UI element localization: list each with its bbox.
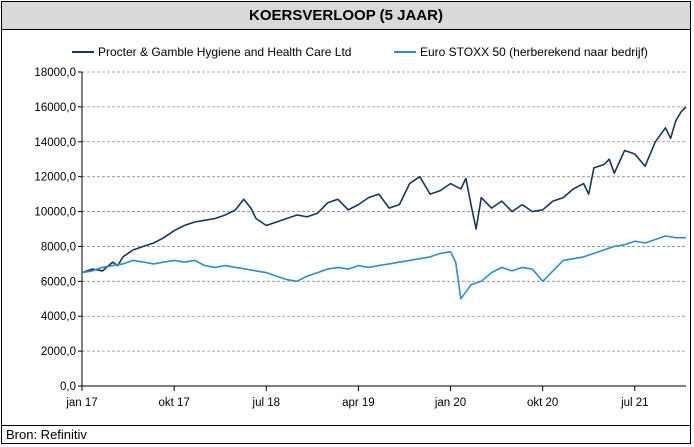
legend: Procter & Gamble Hygiene and Health Care… — [72, 45, 648, 59]
legend-label-2: Euro STOXX 50 (herberekend naar bedrijf) — [420, 45, 648, 59]
y-tick-label: 8000,0 — [41, 241, 76, 253]
y-tick-label: 10000,0 — [34, 207, 76, 219]
series-line-2 — [81, 235, 686, 300]
series-line-1 — [81, 106, 687, 274]
x-tick-label: apr 19 — [342, 397, 375, 409]
x-tick-label: jul 21 — [620, 397, 649, 409]
y-tick-label: 0,0 — [60, 381, 76, 393]
series-lines — [81, 106, 687, 300]
x-tick-label: okt 17 — [158, 397, 189, 409]
x-axis-ticks: jan 17 okt 17 jul 18 apr 19 jan 20 okt 20 jul … — [65, 386, 649, 409]
source-note: Bron: Refinitiv — [2, 425, 690, 443]
y-axis-ticks: 0,0 2000,0 4000,0 6000,0 8000,0 10000,0 12000,… — [34, 67, 82, 393]
x-tick-label: jan 20 — [434, 397, 466, 409]
y-tick-label: 18000,0 — [34, 67, 76, 79]
x-tick-label: okt 20 — [527, 397, 558, 409]
y-tick-label: 6000,0 — [41, 276, 76, 288]
y-tick-label: 14000,0 — [34, 137, 76, 149]
gridlines — [82, 71, 686, 352]
axes — [81, 72, 686, 387]
x-tick-label: jan 17 — [65, 397, 97, 409]
y-tick-label: 2000,0 — [41, 346, 76, 358]
y-tick-label: 16000,0 — [34, 102, 76, 114]
x-tick-label: jul 18 — [252, 397, 281, 409]
chart-title: KOERSVERLOOP (5 JAAR) — [2, 2, 690, 30]
y-tick-label: 12000,0 — [34, 172, 76, 184]
legend-label-1: Procter & Gamble Hygiene and Health Care… — [98, 45, 351, 59]
y-tick-label: 4000,0 — [41, 311, 76, 323]
